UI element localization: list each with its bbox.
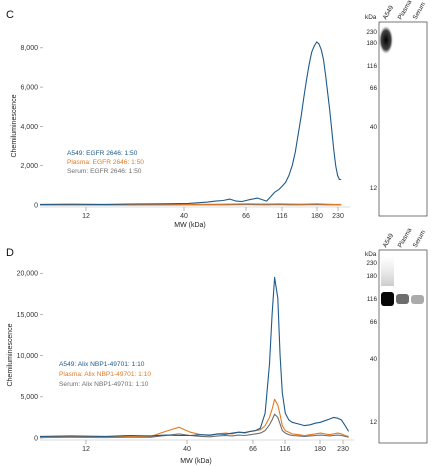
blot-frame-d xyxy=(378,249,428,444)
x-tick-label: 66 xyxy=(242,213,250,220)
legend-entry-plasma-d: Plasma: Alix NBP1-49701: 1:10 xyxy=(59,371,151,378)
x-tick-label: 40 xyxy=(183,446,191,453)
series-group-d xyxy=(39,276,350,439)
blot-marker-label: 12 xyxy=(370,419,378,426)
y-tick-label: 20,000 xyxy=(17,271,39,278)
x-tick-label: 230 xyxy=(337,446,349,453)
blot-frame-c xyxy=(378,21,428,217)
series-group-c xyxy=(39,41,342,206)
x-tick-label: 66 xyxy=(249,446,257,453)
blot-lane-label: Serum xyxy=(412,1,427,21)
blot-marker-label: 116 xyxy=(367,296,378,303)
blot-lane-label: A549 xyxy=(382,232,396,249)
legend-entry-plasma-c: Plasma: EGFR 2646: 1:50 xyxy=(67,159,144,166)
series-line-a549 xyxy=(39,276,350,437)
blot-marker-label: 12 xyxy=(370,185,378,192)
legend-entry-serum-c: Serum: EGFR 2646: 1:50 xyxy=(67,168,142,175)
y-tick-label: 15,000 xyxy=(17,312,39,319)
blot-marker-labels-c: 230 180 116 66 40 12 xyxy=(366,29,377,192)
y-tick-label: 8,000 xyxy=(20,45,38,52)
series-line-plasma xyxy=(40,203,342,206)
series-line-a549 xyxy=(39,41,342,205)
series-line-plasma xyxy=(39,398,349,438)
x-axis-label-c: MW (kDa) xyxy=(174,222,206,229)
tick-group-c: 0 2,000 4,000 6,000 8,000 12 40 66 116 180 230 xyxy=(20,45,350,220)
blot-marker-label: 230 xyxy=(366,29,377,36)
x-tick-label: 12 xyxy=(82,213,90,220)
x-tick-label: 40 xyxy=(180,213,188,220)
blot-band-a549-d xyxy=(381,292,394,306)
x-tick-label: 116 xyxy=(276,213,287,220)
blot-band-plasma-d xyxy=(396,294,409,304)
blot-unit-label-d: kDa xyxy=(365,251,377,258)
y-tick-label: 2,000 xyxy=(20,163,38,170)
x-tick-label: 230 xyxy=(332,213,344,220)
panel-label-c: C xyxy=(6,9,14,21)
blot-band-a549-c xyxy=(379,26,393,54)
blot-marker-label: 180 xyxy=(366,273,377,280)
y-axis-label-d: Chemiluminescence xyxy=(7,323,14,386)
tick-group-d: 0 5,000 10,000 15,000 20,000 12 40 66 116 180 230 xyxy=(17,271,354,453)
legend-entry-serum-d: Serum: Alix NBP1-49701: 1:10 xyxy=(59,381,149,388)
blot-lane-label: A549 xyxy=(382,4,396,21)
x-tick-label: 116 xyxy=(279,446,290,453)
legend-entry-a549-c: A549: EGFR 2646: 1:50 xyxy=(67,150,138,157)
y-tick-label: 4,000 xyxy=(20,124,38,131)
blot-marker-label: 116 xyxy=(367,63,378,70)
y-tick-label: 0 xyxy=(34,202,38,209)
blot-lane-label: Serum xyxy=(412,229,427,249)
chart-panel-c: Chemiluminescence MW (kDa) 0 2,000 4,000 6,… xyxy=(11,41,350,229)
blot-unit-label-c: kDa xyxy=(365,14,377,21)
y-axis-label-c: Chemiluminescence xyxy=(11,94,18,157)
x-tick-label: 12 xyxy=(82,446,90,453)
panel-label-d: D xyxy=(6,247,14,259)
blot-marker-label: 40 xyxy=(370,124,378,131)
chart-panel-d: Chemiluminescence MW (kDa) 0 5,000 10,000 1… xyxy=(7,271,354,465)
blot-marker-label: 180 xyxy=(366,40,377,47)
blot-marker-label: 66 xyxy=(370,85,378,92)
x-tick-label: 180 xyxy=(314,446,326,453)
legend-entry-a549-d: A549: Alix NBP1-49701: 1:10 xyxy=(59,361,145,368)
y-tick-label: 10,000 xyxy=(17,353,39,360)
y-tick-label: 6,000 xyxy=(20,85,38,92)
blot-marker-label: 230 xyxy=(366,260,377,267)
blot-marker-label: 40 xyxy=(370,356,378,363)
blot-marker-label: 66 xyxy=(370,319,378,326)
x-axis-label-d: MW (kDa) xyxy=(180,458,212,465)
blot-smear-a549-d xyxy=(381,256,394,286)
y-tick-label: 5,000 xyxy=(20,394,38,401)
blot-marker-labels-d: 230 180 116 66 40 12 xyxy=(366,260,377,426)
y-tick-label: 0 xyxy=(34,435,38,442)
x-tick-label: 180 xyxy=(311,213,323,220)
blot-band-serum-d xyxy=(411,295,424,304)
series-line-serum xyxy=(39,413,349,439)
